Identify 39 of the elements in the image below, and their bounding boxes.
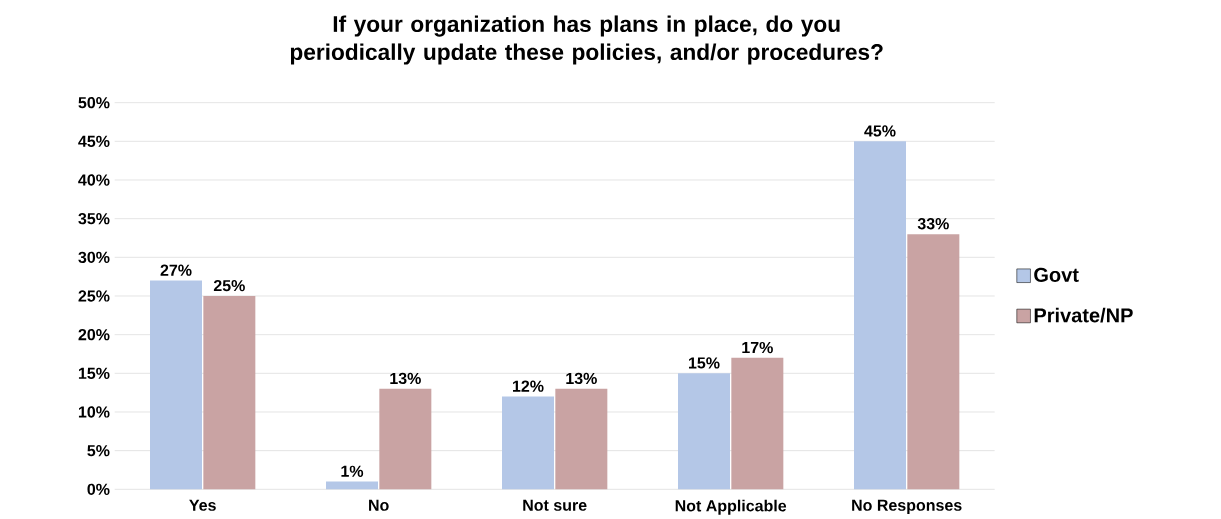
y-tick-label: 15% bbox=[78, 367, 110, 379]
data-label: 1% bbox=[341, 465, 364, 477]
bar bbox=[379, 388, 432, 490]
data-label: 33% bbox=[917, 218, 949, 230]
x-tick-label: Not sure bbox=[523, 499, 587, 511]
x-tick-label: No bbox=[369, 499, 389, 511]
x-tick-label: Not Applicable bbox=[675, 499, 787, 515]
data-label: 15% bbox=[688, 357, 720, 369]
bar bbox=[150, 280, 202, 490]
data-label: 45% bbox=[864, 125, 896, 137]
data-label: 13% bbox=[390, 372, 421, 385]
y-tick-label: 20% bbox=[78, 328, 110, 341]
y-tick-label: 45% bbox=[78, 135, 110, 147]
y-tick-label: 10% bbox=[78, 406, 110, 418]
y-tick-label: 35% bbox=[78, 212, 110, 225]
y-tick-label: 25% bbox=[78, 290, 110, 302]
y-tick-label: 0% bbox=[87, 483, 110, 495]
bar bbox=[678, 373, 730, 490]
y-tick-label: 5% bbox=[87, 444, 110, 457]
y-tick-label: 40% bbox=[78, 174, 110, 186]
bar bbox=[326, 481, 378, 490]
chart-title: If your organization has plans in place, do you periodically update these policies, and/or procedures? bbox=[290, 15, 883, 65]
data-label: 27% bbox=[160, 264, 192, 276]
bar bbox=[502, 396, 554, 490]
y-tick-label: 50% bbox=[78, 96, 110, 109]
bar bbox=[555, 388, 608, 490]
data-label: 12% bbox=[513, 380, 544, 392]
bar bbox=[907, 234, 960, 490]
legend-label: Private/NP bbox=[1034, 307, 1133, 323]
data-label: 17% bbox=[742, 341, 773, 354]
x-tick-label: Yes bbox=[189, 499, 216, 511]
y-tick-label: 30% bbox=[78, 251, 110, 263]
bar bbox=[203, 295, 256, 490]
legend-label: Govt bbox=[1034, 267, 1079, 282]
data-label: 25% bbox=[213, 279, 245, 292]
bar bbox=[731, 357, 784, 490]
x-tick-label: No Responses bbox=[852, 499, 962, 515]
bar bbox=[854, 141, 906, 490]
data-label: 13% bbox=[566, 372, 597, 385]
